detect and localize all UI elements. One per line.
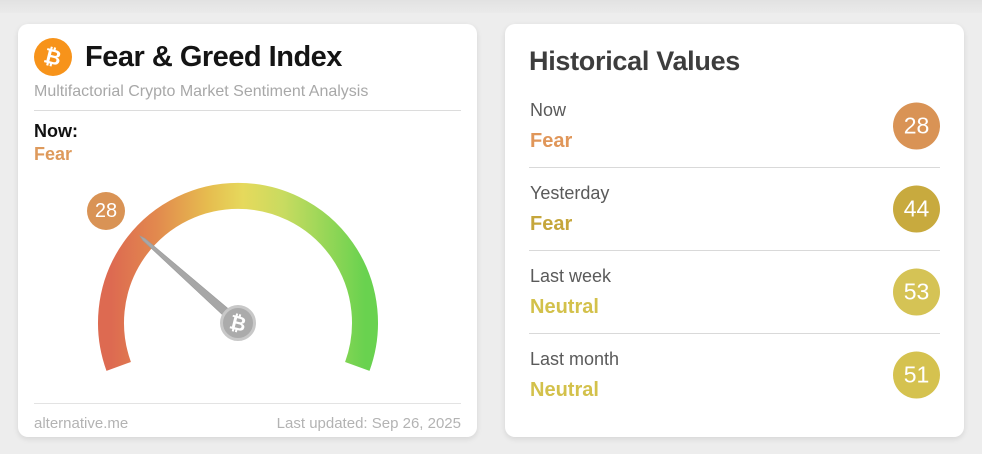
- fear-greed-header: ₿ Fear & Greed Index: [34, 38, 461, 76]
- row-label: Last week: [530, 266, 612, 286]
- bitcoin-glyph: ₿: [41, 42, 65, 71]
- fear-greed-card: ₿ Fear & Greed Index Multifactorial Cryp…: [18, 24, 477, 437]
- value-badge: 53: [893, 268, 940, 316]
- now-classification: Fear: [34, 144, 73, 164]
- source-link[interactable]: alternative.me: [34, 415, 129, 432]
- value-badge: 28: [893, 102, 940, 150]
- gauge-hub: [220, 305, 256, 341]
- gauge-arc: [98, 182, 378, 371]
- now-label: Now:: [34, 121, 78, 141]
- value-badge: 51: [893, 351, 940, 399]
- historical-row-last-month: Last month Neutral 51: [529, 334, 940, 416]
- row-label: Now: [530, 100, 567, 120]
- page-subtitle: Multifactorial Crypto Market Sentiment A…: [34, 83, 369, 100]
- row-label: Yesterday: [530, 183, 610, 203]
- historical-row-now: Now Fear 28: [529, 85, 940, 168]
- value-badge: 44: [893, 185, 940, 233]
- page-top-strip: [0, 0, 982, 13]
- historical-values-card: Historical Values Now Fear 28 Yesterday …: [505, 24, 964, 437]
- bitcoin-icon: ₿: [34, 38, 72, 76]
- row-classification: Fear: [530, 130, 573, 152]
- row-classification: Neutral: [530, 296, 599, 318]
- gauge: ₿ 28: [87, 171, 388, 403]
- gauge-svg: ₿: [98, 182, 378, 371]
- header-divider: [34, 110, 461, 111]
- last-updated-text: Last updated: Sep 26, 2025: [276, 415, 461, 432]
- historical-values-title: Historical Values: [529, 46, 741, 76]
- gauge-hub-bitcoin-icon: ₿: [227, 309, 249, 336]
- card-footer: alternative.me Last updated: Sep 26, 202…: [34, 403, 461, 432]
- footer-divider: [34, 403, 461, 404]
- row-label: Last month: [530, 349, 620, 369]
- historical-row-yesterday: Yesterday Fear 44: [529, 168, 940, 251]
- row-classification: Fear: [530, 213, 573, 235]
- gauge-value-badge: 28: [87, 192, 125, 230]
- historical-row-last-week: Last week Neutral 53: [529, 251, 940, 334]
- row-classification: Neutral: [530, 379, 599, 401]
- page-title: Fear & Greed Index: [85, 40, 342, 73]
- page: ₿ Fear & Greed Index Multifactorial Cryp…: [18, 24, 964, 437]
